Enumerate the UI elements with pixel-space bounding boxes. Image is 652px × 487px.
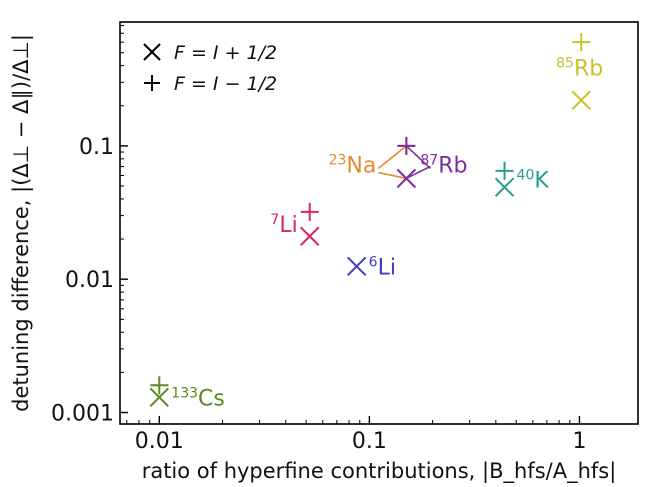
legend-entry: F = I − 1/2 [144,73,277,95]
connector-87Rb [406,165,431,180]
connector-23Na [377,145,407,170]
y-tick-label: 0.001 [51,402,114,427]
label-133Cs: 133Cs [171,385,225,411]
label-87Rb: 87Rb [420,153,467,179]
x-marker-87Rb [396,168,417,189]
y-tick-label: 0.01 [65,268,114,293]
label-23Na: 23Na [329,153,377,179]
plus-marker-87Rb [397,136,416,155]
legend-label: F = I + 1/2 [174,42,277,64]
connector-23Na [378,171,407,180]
data-markers [149,33,591,408]
label-6Li: 6Li [369,254,396,280]
x-axis-label: ratio of hyperfine contributions, |B_hfs… [142,459,617,484]
x-tick-label: 0.1 [352,429,387,454]
x-tick-label: 1 [572,429,586,454]
x-marker-6Li [346,256,367,276]
legend-entry: F = I + 1/2 [143,42,277,64]
label-7Li: 7Li [270,212,297,238]
legend: F = I + 1/2 F = I − 1/2 [143,42,277,95]
point-labels: 133Cs 7Li 6Li 23Na 87Rb 40K 85Rb [171,56,603,412]
plus-marker-7Li [300,202,319,221]
connector-lines [377,145,431,180]
label-40K: 40K [517,167,550,193]
y-tick-label: 0.1 [79,135,114,160]
y-axis-label: detuning difference, |(Δ⊥ − Δ∥)/Δ⊥| [9,34,34,412]
connector-87Rb [405,145,431,170]
x-tick-label: 0.01 [135,429,184,454]
x-marker-7Li [300,226,320,246]
x-marker-40K [494,177,515,197]
plot-frame [119,21,639,425]
plus-marker-85Rb [572,33,591,52]
x-marker-85Rb [571,90,591,110]
x-marker-133Cs [149,387,170,408]
plus-marker-40K [495,161,514,180]
legend-label: F = I − 1/2 [174,73,277,95]
label-85Rb: 85Rb [556,56,603,82]
plot-border [119,21,639,425]
plus-marker-133Cs [150,376,169,395]
axis-ticks: 0.01 0.1 1 0.001 0.01 0.1 [51,25,586,454]
